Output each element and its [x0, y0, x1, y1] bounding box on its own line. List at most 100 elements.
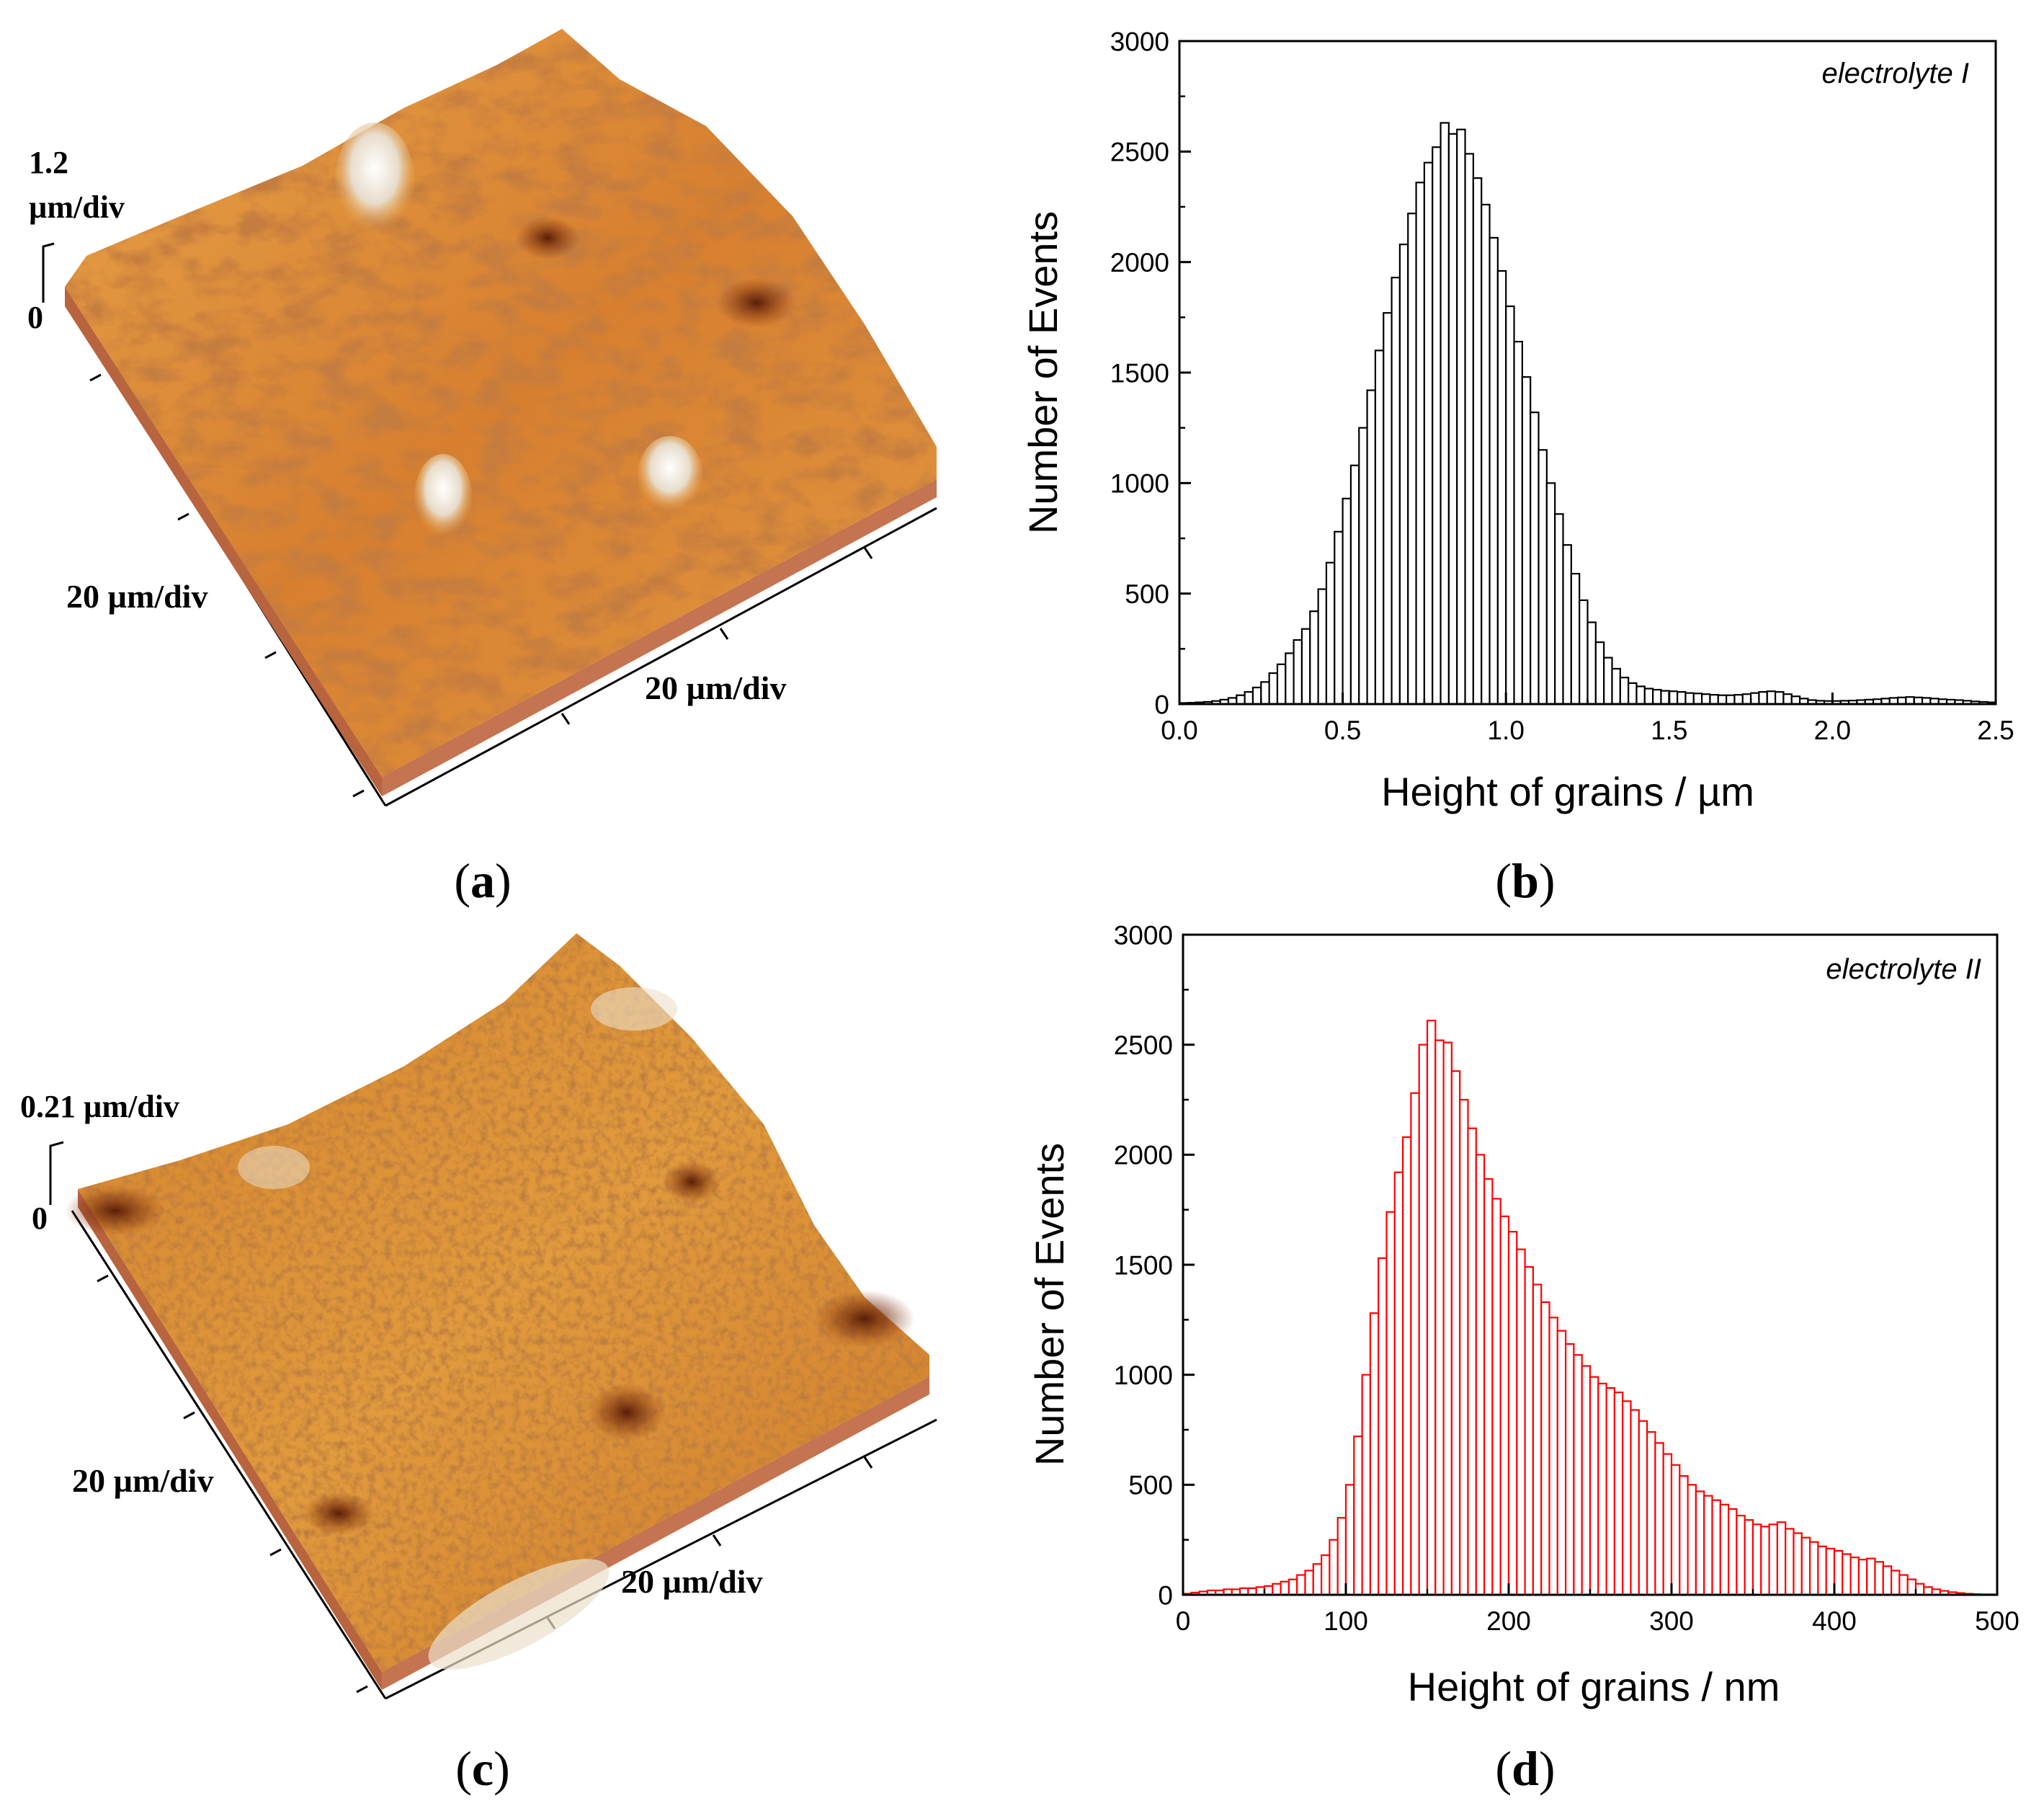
histogram-b-x-tick-label: 2.0	[1814, 716, 1851, 745]
histogram-b-bar	[1530, 411, 1540, 706]
histogram-b-bar	[1407, 213, 1417, 706]
histogram-b-bar	[1668, 690, 1679, 706]
histogram-b-bar	[1513, 340, 1523, 706]
histogram-b-bar	[1677, 691, 1687, 706]
histogram-b-y-tick-label: 3000	[1110, 27, 1169, 56]
histogram-d-bar	[1524, 1265, 1535, 1596]
histogram-b-bar	[1635, 685, 1646, 706]
histogram-b-bar	[1652, 688, 1662, 706]
surface-c-ticks	[97, 1274, 873, 1694]
histogram-d-y-tick-label: 2500	[1114, 1031, 1173, 1060]
histogram-d-y-tick-label: 0	[1158, 1580, 1173, 1610]
surface-a-side-right	[382, 479, 937, 796]
histogram-d-bar	[1532, 1283, 1543, 1596]
histogram-b-bar	[1342, 497, 1352, 706]
histogram-d-x-ticks: 0 100 200 300 400 500	[1176, 1583, 2020, 1636]
caption-d-letter: d	[1512, 1741, 1539, 1796]
histogram-d-bar	[1882, 1565, 1893, 1596]
histogram-d-x-tick-label: 300	[1649, 1606, 1694, 1636]
histogram-d-bar	[1280, 1580, 1290, 1596]
afm-surface-a: 1.2 µm/div 0 20 µm/div 20 µm/div	[27, 29, 937, 807]
histogram-d-bar	[1255, 1586, 1266, 1596]
surface-c-y-axis	[71, 1210, 387, 1699]
svg-text:(b): (b)	[1495, 853, 1555, 908]
histogram-d-bar	[1687, 1484, 1697, 1596]
surface-a-x-axis	[385, 507, 937, 807]
histogram-d-bar	[1385, 1211, 1396, 1596]
histogram-d-annotation: electrolyte II	[1826, 953, 1981, 985]
surface-c-pit	[65, 1185, 166, 1236]
histogram-b-x-tick-label: 1.0	[1487, 716, 1524, 745]
caption-c: (c)	[455, 1741, 510, 1796]
histogram-d-bar	[1353, 1436, 1363, 1596]
histogram-d-y-axis-label: Number of Events	[1027, 1143, 1072, 1466]
surface-c-light-patch	[591, 987, 677, 1031]
histogram-b-bar	[1398, 244, 1409, 706]
histogram-b-bar	[1260, 681, 1270, 706]
histogram-d-bar	[1410, 1092, 1420, 1596]
svg-text:(a): (a)	[454, 853, 511, 908]
surface-c-pit	[663, 1160, 720, 1203]
histogram-d-bar	[1622, 1400, 1632, 1596]
histogram-b-bar	[1758, 691, 1768, 706]
histogram-d-bar	[1736, 1514, 1746, 1596]
histogram-b-x-tick-label: 2.5	[1977, 716, 2014, 745]
histogram-b-bar	[1586, 621, 1597, 706]
histogram-b-bar	[1268, 672, 1279, 706]
histogram-b-y-tick-label: 1500	[1110, 358, 1169, 388]
histogram-b-bar	[1594, 641, 1605, 706]
histogram-b-x-tick-label: 0.5	[1324, 716, 1361, 745]
histogram-b-bar	[1545, 482, 1556, 706]
surface-a-z-zero: 0	[27, 300, 43, 335]
histogram-d-bar	[1369, 1312, 1380, 1596]
surface-a-pit	[717, 277, 796, 328]
afm-surface-c: 0.21 µm/div 0 20 µm/div 20 µm/div	[20, 933, 937, 1700]
surface-a-ticks	[89, 373, 873, 798]
histogram-b-x-ticks: 0.0 0.5 1.0 1.5 2.0 2.5	[1161, 693, 2014, 745]
histogram-b-y-tick-label: 2500	[1110, 138, 1169, 167]
surface-a-side-left	[65, 287, 382, 796]
histogram-b-bar	[1726, 694, 1736, 706]
histogram-d-y-tick-label: 3000	[1114, 920, 1173, 950]
histogram-d-bar	[1312, 1563, 1323, 1596]
histogram-d-bars	[1182, 1019, 1999, 1596]
histogram-d-bar	[1272, 1583, 1282, 1596]
histogram-b-y-tick-label: 0	[1154, 690, 1169, 719]
histogram-b-bar	[1766, 690, 1777, 706]
histogram-b-bar	[1692, 693, 1703, 706]
histogram-d-bar	[1646, 1430, 1656, 1596]
histogram-b-bar	[1660, 690, 1670, 706]
histogram-d-bar	[1434, 1039, 1445, 1596]
histogram-d-bar	[1401, 1136, 1412, 1596]
histogram-b-bar	[1684, 692, 1695, 706]
surface-c-pit	[814, 1290, 915, 1348]
histogram-b-bar	[1415, 182, 1425, 706]
surface-a-z-scale-value: 1.2	[29, 145, 68, 180]
histogram-d-bar	[1467, 1127, 1477, 1596]
surface-a-z-scale-unit: µm/div	[29, 190, 125, 225]
histogram-b-y-tick-label: 2000	[1110, 248, 1169, 277]
surface-c-z-scale: 0.21 µm/div	[20, 1089, 179, 1124]
histogram-d-bar	[1891, 1570, 1901, 1596]
surface-c-z-zero: 0	[32, 1201, 48, 1236]
svg-text:(c): (c)	[455, 1741, 510, 1796]
histogram-b-x-tick-label: 1.5	[1651, 716, 1687, 745]
caption-a: (a)	[454, 853, 511, 908]
histogram-d-bar	[1548, 1317, 1558, 1596]
surface-c-light-patch	[428, 1559, 610, 1670]
histogram-d-bar	[1304, 1570, 1314, 1596]
histogram-b-bar	[1562, 544, 1572, 706]
histogram-b-bar	[1611, 667, 1621, 706]
histogram-d-bar	[1263, 1585, 1274, 1596]
surface-c-side-left	[78, 1189, 382, 1690]
histogram-d-bar	[1393, 1171, 1404, 1596]
histogram-d-bar	[1540, 1301, 1550, 1596]
histogram-d-bar	[1695, 1490, 1705, 1596]
histogram-d-bar	[1565, 1343, 1575, 1596]
surface-a-x-scale: 20 µm/div	[645, 669, 786, 706]
histogram-d-bar	[1751, 1523, 1762, 1596]
histogram-b-bar	[1236, 694, 1246, 706]
surface-a-peak	[414, 454, 472, 540]
histogram-d-x-tick-label: 100	[1324, 1606, 1368, 1636]
histogram-b-bar	[1782, 693, 1793, 706]
